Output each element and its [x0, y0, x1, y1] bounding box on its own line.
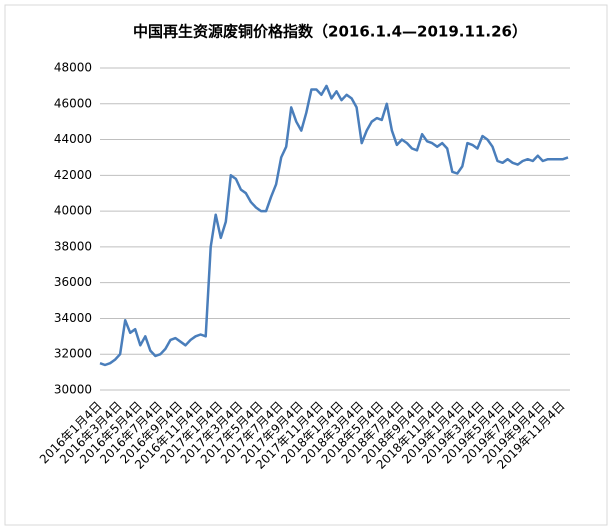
- y-tick-label: 38000: [54, 239, 92, 253]
- y-tick-label: 40000: [54, 204, 92, 218]
- y-tick-label: 30000: [54, 383, 92, 397]
- y-tick-label: 48000: [54, 61, 92, 75]
- y-tick-label: 32000: [54, 347, 92, 361]
- y-tick-label: 44000: [54, 132, 92, 146]
- chart-title: 中国再生资源废铜价格指数（2016.1.4—2019.11.26）: [133, 23, 527, 41]
- y-tick-label: 46000: [54, 96, 92, 110]
- chart-frame: [4, 4, 608, 526]
- data-line: [99, 84, 569, 367]
- y-tick-label: 42000: [54, 168, 92, 182]
- y-tick-label: 36000: [54, 275, 92, 289]
- y-tick-label: 34000: [54, 311, 92, 325]
